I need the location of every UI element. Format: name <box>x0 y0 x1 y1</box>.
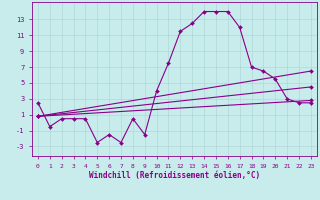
X-axis label: Windchill (Refroidissement éolien,°C): Windchill (Refroidissement éolien,°C) <box>89 171 260 180</box>
